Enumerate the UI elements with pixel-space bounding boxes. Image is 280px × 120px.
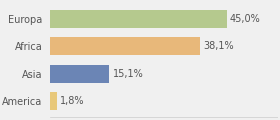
Text: 38,1%: 38,1% [203,41,234,51]
Text: 1,8%: 1,8% [60,96,85,106]
Text: 45,0%: 45,0% [230,14,261,24]
Bar [50,65,109,83]
Text: 15,1%: 15,1% [113,69,143,79]
Bar [50,10,227,28]
Bar [50,37,200,55]
Bar [50,92,57,110]
